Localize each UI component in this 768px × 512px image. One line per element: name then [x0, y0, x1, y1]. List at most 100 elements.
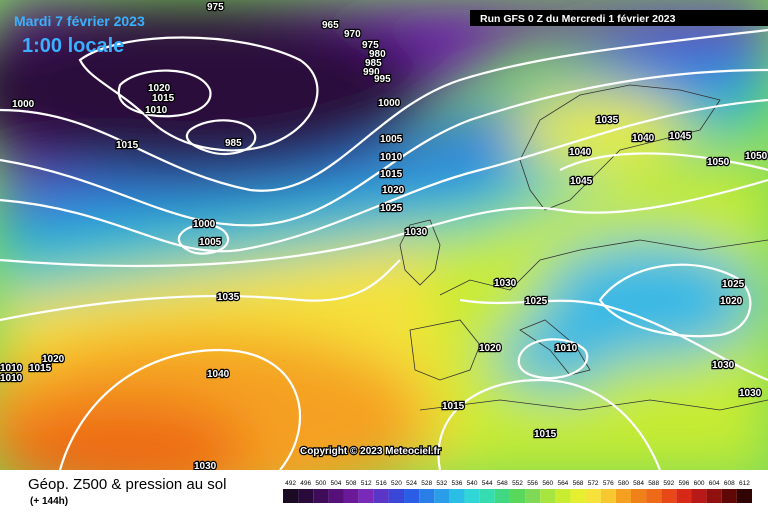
- isobar-label: 970: [344, 29, 361, 40]
- footer: Géop. Z500 & pression au sol (+ 144h) 49…: [0, 470, 768, 512]
- isobar-label: 1015: [29, 363, 52, 374]
- legend-tick-label: 560: [542, 480, 553, 487]
- legend-tick-label: 520: [391, 480, 402, 487]
- isobar-label: 1005: [380, 134, 403, 145]
- legend-tick-label: 492: [285, 480, 296, 487]
- isobar-label: 1025: [525, 296, 548, 307]
- isobar-label: 1000: [193, 219, 216, 230]
- legend-swatch: [283, 489, 299, 503]
- header: Run GFS 0 Z du Mercredi 1 février 2023 M…: [14, 10, 768, 458]
- legend-tick-label: 552: [512, 480, 523, 487]
- isobar-label: 1000: [12, 99, 35, 110]
- isobar-label: 1020: [720, 296, 743, 307]
- legend-tick-label: 504: [331, 480, 342, 487]
- footer-title: Géop. Z500 & pression au sol: [28, 476, 226, 493]
- legend-swatch: [509, 489, 526, 503]
- isobar-label: 1020: [382, 185, 405, 196]
- legend-swatch: [494, 489, 510, 503]
- legend-tick-label: 512: [361, 480, 372, 487]
- legend-tick-label: 588: [648, 480, 659, 487]
- legend-swatch: [691, 489, 707, 503]
- isobar-label: 1035: [596, 115, 619, 126]
- isobar-label: 1000: [378, 98, 401, 109]
- legend-swatch: [706, 489, 722, 503]
- legend-swatch: [464, 489, 480, 503]
- legend-swatch: [630, 489, 647, 503]
- legend-tick-label: 524: [406, 480, 417, 487]
- legend-swatch: [313, 489, 329, 503]
- legend-swatch: [585, 489, 601, 503]
- legend-tick-label: 612: [739, 480, 750, 487]
- legend-swatch: [328, 489, 344, 503]
- legend-swatch: [540, 489, 556, 503]
- legend-swatch: [570, 489, 586, 503]
- legend-tick-label: 596: [678, 480, 689, 487]
- legend-tick-label: 608: [724, 480, 735, 487]
- legend-tick-label: 496: [300, 480, 311, 487]
- legend-swatch: [555, 489, 571, 503]
- legend-tick-label: 544: [482, 480, 493, 487]
- legend-tick-label: 564: [557, 480, 568, 487]
- isobar-label: 1035: [217, 292, 240, 303]
- isobar-label: 1040: [207, 369, 230, 380]
- legend-swatch: [434, 489, 450, 503]
- legend-swatch: [373, 489, 389, 503]
- legend-swatch: [736, 489, 752, 503]
- isobar-label: 1030: [194, 461, 217, 472]
- isobar-label: 1010: [0, 363, 23, 374]
- legend-swatch: [479, 489, 495, 503]
- legend-tick-label: 604: [709, 480, 720, 487]
- isobar-label: 975: [362, 40, 379, 51]
- isobar-label: 1015: [442, 401, 465, 412]
- isobar-label: 1020: [148, 83, 171, 94]
- isobars: [0, 28, 768, 471]
- isobar-label: 1025: [722, 279, 745, 290]
- isobar-label: 1015: [380, 169, 403, 180]
- copyright: Copyright © 2023 Meteociel.fr: [300, 446, 441, 457]
- isobar-label: 1030: [739, 388, 762, 399]
- isobar-label: 1005: [199, 237, 222, 248]
- legend-tick-label: 540: [467, 480, 478, 487]
- legend-tick-label: 572: [588, 480, 599, 487]
- legend-tick-label: 600: [694, 480, 705, 487]
- legend-swatch: [419, 489, 435, 503]
- legend-tick-label: 528: [421, 480, 432, 487]
- legend-swatch: [449, 489, 465, 503]
- legend-tick-label: 500: [315, 480, 326, 487]
- isobar-label: 1020: [42, 354, 65, 365]
- legend-tick-label: 568: [573, 480, 584, 487]
- isobar-label: 1020: [479, 343, 502, 354]
- isobar-label: 1010: [380, 152, 403, 163]
- isobar-labels: 9759659709759809859909951000100010201015…: [0, 1, 768, 474]
- legend-tick-label: 536: [452, 480, 463, 487]
- legend-swatch: [676, 489, 692, 503]
- isobar-label: 1030: [712, 360, 735, 371]
- legend-swatch: [298, 489, 314, 503]
- legend-swatch: [404, 489, 420, 503]
- legend-swatch: [525, 489, 541, 503]
- isobar-label: 1010: [145, 105, 168, 116]
- legend-swatch: [343, 489, 359, 503]
- lead-time: (+ 144h): [30, 496, 68, 507]
- isobar-label: 1015: [116, 140, 139, 151]
- run-banner: [470, 10, 768, 26]
- isobar-label: 990: [363, 67, 380, 78]
- legend-swatch: [721, 489, 737, 503]
- isobar-label: 985: [225, 138, 242, 149]
- date: Mardi 7 février 2023: [14, 13, 145, 29]
- isobar-label: 1050: [745, 151, 768, 162]
- isobar-label: 1010: [555, 343, 578, 354]
- isobar-label: 1040: [632, 133, 655, 144]
- isobar-label: 995: [374, 74, 391, 85]
- legend-swatch: [615, 489, 631, 503]
- legend: 492 496 500 504 508 512 516 520 524 528 532 536 540 5…: [283, 480, 752, 503]
- legend-swatch: [646, 489, 662, 503]
- isobar-label: 1030: [405, 227, 428, 238]
- isobar-label: 1040: [569, 147, 592, 158]
- legend-swatch: [661, 489, 677, 503]
- isobar-label: 1045: [669, 131, 692, 142]
- isobar-label: 1050: [707, 157, 730, 168]
- legend-tick-label: 548: [497, 480, 508, 487]
- legend-tick-label: 584: [633, 480, 644, 487]
